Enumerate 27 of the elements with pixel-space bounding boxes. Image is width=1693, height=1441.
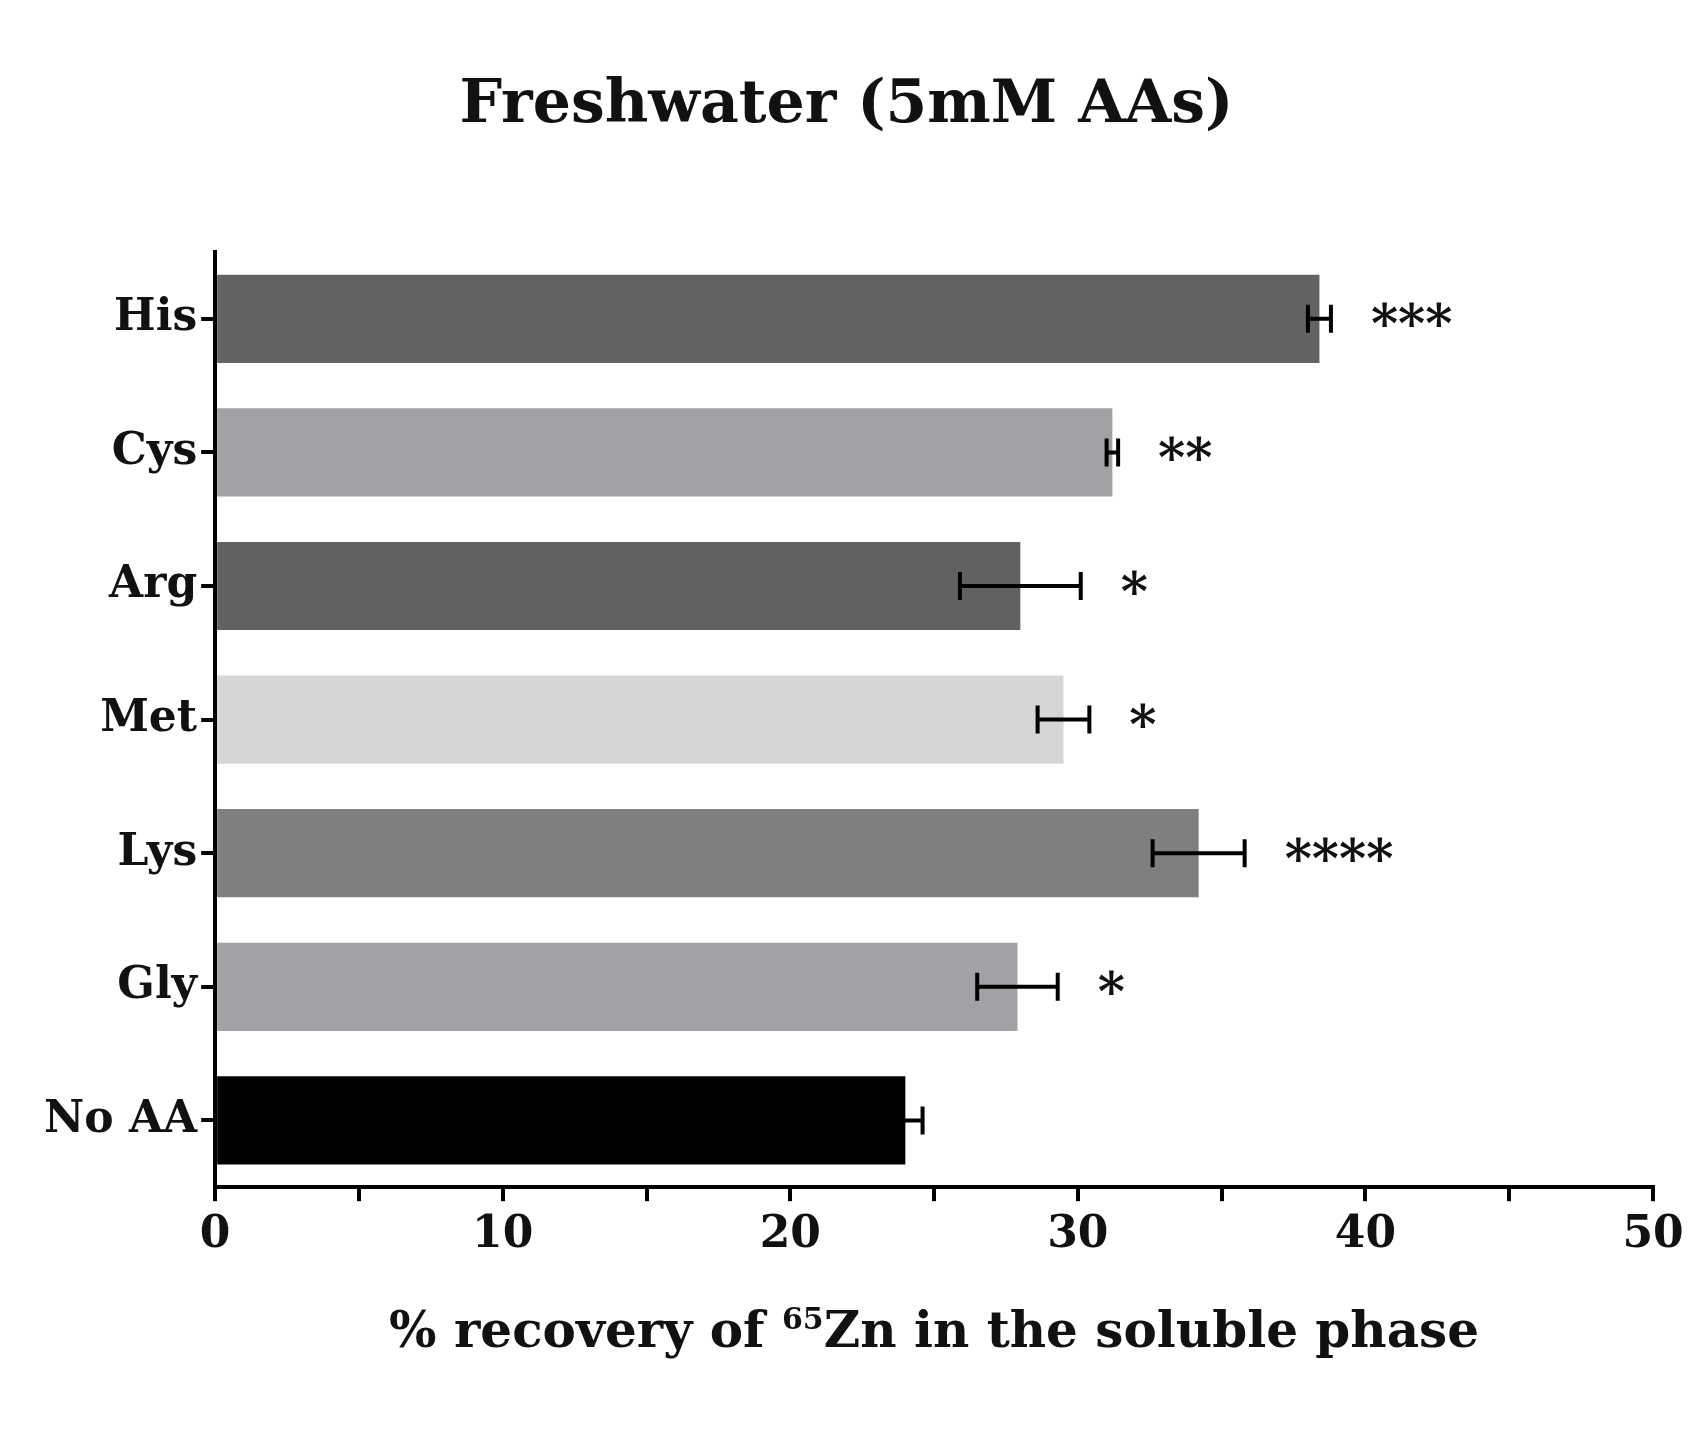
- bar: [217, 274, 1320, 363]
- data-label: ***: [1370, 293, 1453, 355]
- bar: [217, 408, 1113, 497]
- x-tick-label: 50: [1622, 1206, 1684, 1258]
- bar: [217, 942, 1018, 1031]
- x-tick-label: 40: [1334, 1206, 1397, 1258]
- data-label: *: [1129, 694, 1157, 756]
- data-label: **: [1158, 426, 1213, 488]
- x-axis-title: % recovery of $^{65}$Zn in the soluble phase: [388, 1300, 1481, 1359]
- bar: [217, 809, 1199, 898]
- y-tick-label: His: [114, 289, 198, 341]
- y-tick-label: Met: [100, 690, 198, 742]
- y-tick-label: Cys: [111, 422, 198, 474]
- x-tick-label: 20: [759, 1206, 821, 1258]
- bar: [217, 541, 1021, 631]
- y-tick-label: No AA: [43, 1090, 199, 1142]
- data-label: *: [1120, 560, 1148, 622]
- data-label: *: [1097, 961, 1125, 1023]
- y-tick-label: Arg: [108, 556, 198, 608]
- x-tick-label: 30: [1047, 1206, 1109, 1258]
- y-tick-label: Lys: [117, 823, 198, 875]
- bar: [217, 675, 1064, 764]
- x-tick-label: 10: [472, 1206, 534, 1258]
- data-label: ****: [1284, 827, 1394, 889]
- chart-title: Freshwater (5mM AAs): [459, 65, 1234, 136]
- y-tick-label: Gly: [117, 957, 199, 1009]
- x-tick-label: 0: [199, 1206, 231, 1258]
